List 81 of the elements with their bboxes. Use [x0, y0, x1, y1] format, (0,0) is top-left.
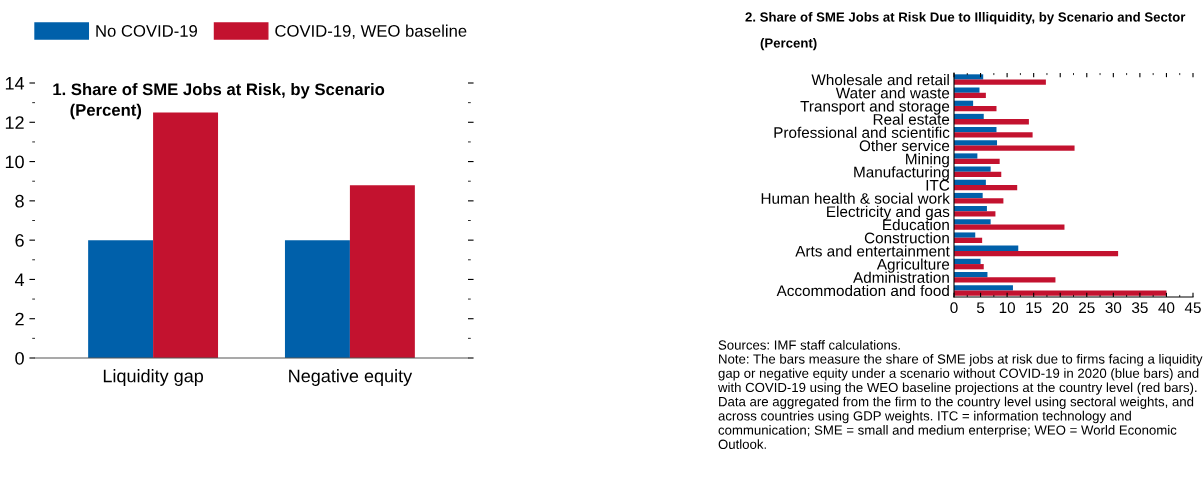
bar [954, 237, 983, 243]
legend-label: No COVID-19 [96, 25, 198, 37]
y-tick-label: 14 [5, 77, 25, 90]
y-tick-label: Water and waste [835, 87, 950, 99]
bar [954, 105, 997, 112]
bar [954, 179, 986, 185]
y-tick-label: Construction [864, 232, 949, 244]
bar [954, 74, 984, 80]
x-tick-label: 25 [1079, 302, 1095, 314]
x-tick-label: 20 [1052, 302, 1069, 314]
bar [954, 271, 988, 278]
y-tick-label: Arts and entertainment [795, 245, 950, 257]
bar [954, 153, 978, 159]
bar [954, 140, 998, 146]
x-tick-label: 45 [1184, 302, 1201, 314]
y-tick-label: Wholesale and retail [811, 74, 949, 86]
bar [954, 113, 984, 120]
bar [954, 219, 991, 225]
x-tick-label: 30 [1105, 302, 1122, 314]
y-tick-label: Transport and storage [800, 100, 950, 115]
bar [954, 224, 1065, 230]
y-tick-label: Manufacturing [854, 166, 949, 181]
bar [954, 198, 1004, 204]
bar [954, 132, 1033, 138]
y-tick-label: Agriculture [876, 258, 950, 273]
bar [954, 192, 983, 199]
chart-title: 1. Share of SME Jobs at Risk, by Scenario [53, 83, 385, 99]
bar [954, 277, 1056, 283]
y-tick-label: 0 [15, 351, 24, 365]
y-tick-label: Accommodation and food [776, 284, 949, 297]
bar [954, 290, 1167, 296]
x-tick-label: 5 [976, 302, 985, 314]
bar [954, 250, 1119, 257]
bar [954, 206, 987, 212]
x-tick-label: 10 [999, 302, 1016, 314]
chart-title: 2. Share of SME Jobs at Risk Due to Illiquidity, by Scenario and Sector [745, 12, 1186, 25]
y-tick-label: 4 [14, 273, 25, 286]
y-tick-label: Real estate [873, 113, 950, 125]
x-tick-label: 0 [950, 302, 958, 314]
y-tick-label: Mining [906, 153, 949, 168]
bar [954, 258, 981, 265]
y-tick-label: Administration [853, 271, 949, 283]
text: (Percent) [70, 103, 142, 120]
bar [954, 285, 1013, 291]
bar [284, 240, 350, 358]
bar [954, 264, 984, 270]
y-tick-label: 6 [15, 234, 24, 247]
bar [954, 145, 1075, 151]
text: (Percent) [760, 38, 817, 51]
bar [954, 211, 996, 217]
x-tick-label: 35 [1131, 302, 1148, 314]
bar [954, 232, 976, 238]
bar [954, 158, 1000, 164]
bar [153, 112, 219, 358]
x-tick-label: Liquidity gap [103, 369, 204, 386]
bar [954, 79, 1046, 85]
y-tick-label: Professional and scientific [774, 126, 950, 138]
x-tick-label: 15 [1026, 302, 1042, 314]
bar [954, 127, 997, 133]
bar [954, 171, 1002, 178]
x-tick-label: 40 [1158, 302, 1175, 314]
y-tick-label: Other service [859, 139, 950, 152]
legend-label: COVID-19, WEO baseline [275, 24, 467, 39]
y-tick-label: ITC [926, 179, 950, 191]
bar [954, 92, 986, 99]
y-tick-label: Human health & social work [761, 192, 950, 204]
y-tick-label: Education [883, 218, 949, 231]
bar [954, 185, 1018, 191]
bar [88, 240, 154, 358]
bar [954, 166, 991, 172]
bar [954, 245, 1019, 251]
text: Note: The bars measure the share of SME jobs at risk due to firms facing a liquidity gap or negative equity under a scenario without COVID-19 in 2020 (blue bars) and with COVID-19 using the WEO baseline projections at the country level (red bars). Data are aggregated from the firm to the country level using sectoral weights, and across countries using GDP weights. ITC = information technology and communication; SME = small and medium enterprise; WEO = World Economic Outlook. [717, 354, 1203, 449]
bar [954, 87, 980, 93]
bar [349, 185, 415, 358]
source-note: Sources: IMF staff calculations. [718, 340, 900, 350]
bar [954, 119, 1029, 125]
y-tick-label: 12 [5, 116, 24, 129]
x-tick-label: Negative equity [289, 369, 413, 386]
y-tick-label: 10 [5, 155, 24, 169]
y-tick-label: 2 [15, 312, 24, 326]
y-tick-label: 8 [15, 194, 24, 208]
